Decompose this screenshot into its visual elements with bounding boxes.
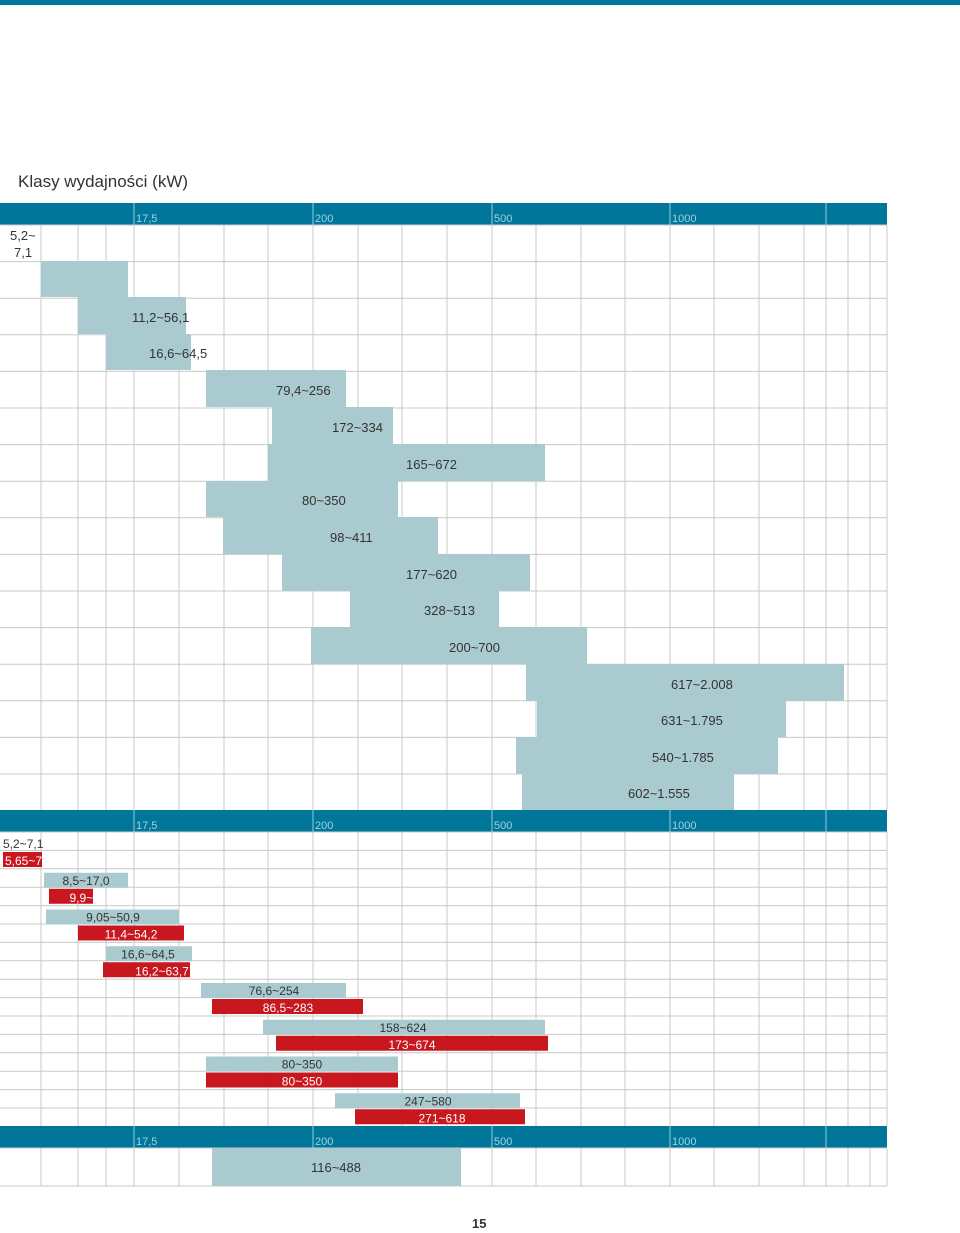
capacity-bar — [44, 872, 128, 888]
capacity-bar — [106, 946, 192, 962]
bar-label: 80~350 — [282, 1058, 323, 1072]
bar-label: 617~2.008 — [671, 677, 733, 692]
bar-label: 5,2~7,1 — [3, 837, 44, 851]
bar-label: 165~672 — [406, 457, 457, 472]
capacity-bar — [537, 701, 786, 737]
bar-label-line2: 7,1 — [14, 245, 32, 260]
bar-label: 9,05~50,9 — [86, 911, 140, 925]
bar-label: 80~350 — [302, 493, 346, 508]
axis-band — [0, 810, 887, 832]
axis-tick-label: 17,5 — [136, 213, 157, 225]
capacity-bar — [78, 297, 186, 334]
capacity-bar-red — [103, 962, 190, 978]
bar-label-red: 11,4~54,2 — [105, 928, 158, 942]
capacity-bar — [282, 554, 530, 591]
axis-tick-label: 200 — [315, 820, 333, 832]
bar-label-red: 5,65~7,75 — [5, 854, 59, 868]
bar-label: 158~624 — [379, 1021, 426, 1035]
bar-label: 5,2~ — [10, 228, 36, 243]
axis-tick-label: 17,5 — [136, 1136, 157, 1148]
bar-label-red: 9,9~14,8 — [69, 891, 116, 905]
bar-label-red: 173~674 — [388, 1038, 435, 1052]
top-stripe — [0, 0, 960, 5]
capacity-bar — [106, 334, 191, 370]
capacity-bar — [41, 261, 128, 297]
axis-tick-label: 1000 — [672, 1136, 696, 1148]
bar-label: 79,4~256 — [276, 383, 331, 398]
bar-label-red: 16,2~63,7 — [135, 964, 189, 978]
capacity-bar — [311, 627, 587, 664]
capacity-bar — [263, 1019, 545, 1035]
capacity-bar — [335, 1093, 520, 1109]
capacity-bar — [206, 481, 398, 517]
capacity-bar-red — [276, 1035, 548, 1051]
capacity-bar — [201, 983, 346, 998]
capacity-bar — [206, 1056, 398, 1072]
capacity-bar-red — [206, 1072, 398, 1088]
bar-label: 8,5~17,0 — [62, 874, 109, 888]
bar-label-red: 271~618 — [418, 1111, 465, 1125]
bar-label: 16,6~64,5 — [121, 947, 175, 961]
capacity-bar-red — [3, 852, 42, 867]
capacity-bar — [272, 407, 393, 444]
bar-label: 11,2~56,1 — [132, 310, 189, 325]
bar-label: 172~334 — [332, 420, 383, 435]
bar-label: 76,6~254 — [249, 984, 300, 998]
capacity-bar — [46, 909, 179, 925]
capacity-bar — [223, 517, 438, 554]
axis-band — [0, 1126, 887, 1148]
capacity-bar-red — [355, 1109, 525, 1125]
axis-tick-label: 17,5 — [136, 820, 157, 832]
axis-tick-label: 1000 — [672, 820, 696, 832]
axis-tick-label: 200 — [315, 1136, 333, 1148]
bar-label-red: 86,5~283 — [263, 1001, 314, 1015]
capacity-bar-red — [78, 925, 184, 941]
axis-tick-label: 200 — [315, 213, 333, 225]
axis-tick-label: 500 — [494, 820, 512, 832]
bar-label: 116~488 — [311, 1160, 361, 1175]
capacity-bar-red — [212, 999, 363, 1014]
bar-label: 631~1.795 — [661, 713, 723, 728]
capacity-bar — [350, 591, 499, 627]
capacity-bar — [516, 737, 778, 774]
bar-label: 16,6~64,5 — [149, 346, 207, 361]
page-title: Klasy wydajności (kW) — [18, 172, 189, 191]
axis-tick-label: 500 — [494, 213, 512, 225]
axis-tick-label: 1000 — [672, 213, 696, 225]
bar-label: 247~580 — [404, 1094, 451, 1108]
capacity-bar — [206, 370, 346, 407]
capacity-bar — [522, 774, 734, 810]
axis-band — [0, 203, 887, 225]
capacity-bar — [526, 664, 844, 701]
capacity-bar — [212, 1148, 461, 1186]
bar-label-red: 80~350 — [282, 1075, 323, 1089]
capacity-bar — [268, 444, 545, 481]
page-number: 15 — [472, 1216, 487, 1231]
bar-label: 98~411 — [330, 530, 373, 545]
bar-label: 328~513 — [424, 603, 475, 618]
bar-label: 540~1.785 — [652, 750, 714, 765]
bar-label: 200~700 — [449, 640, 500, 655]
bar-label: 602~1.555 — [628, 786, 690, 801]
capacity-bar-red — [49, 888, 93, 904]
axis-tick-label: 500 — [494, 1136, 512, 1148]
bar-label: 177~620 — [406, 567, 457, 582]
